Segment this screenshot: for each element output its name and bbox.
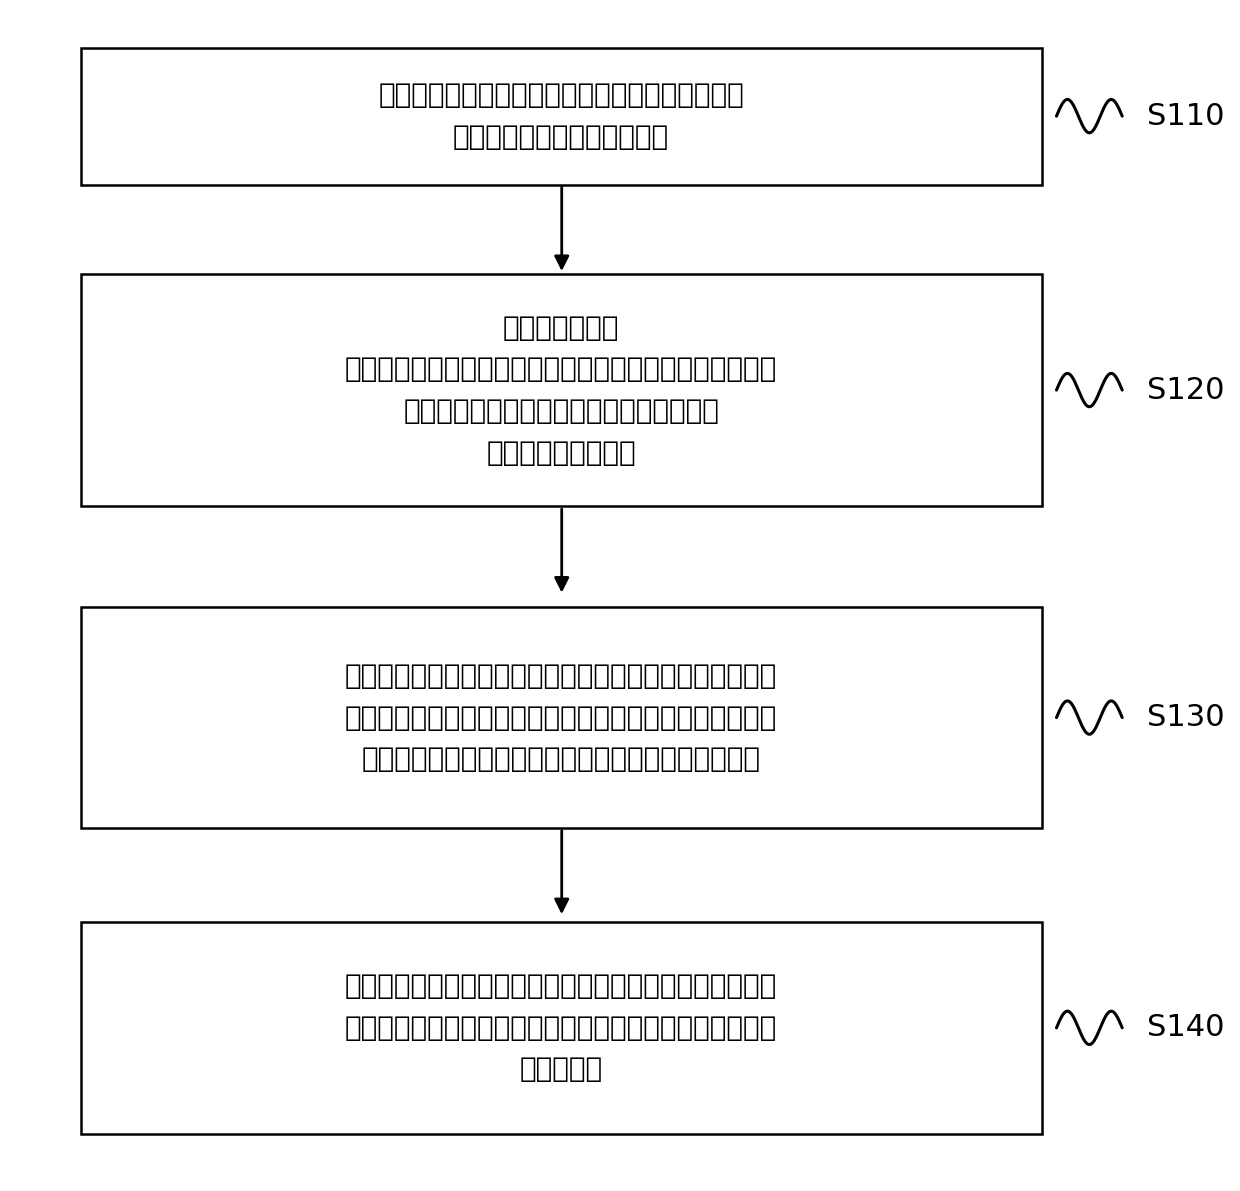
Bar (81, 922, 1042, 1134)
Text: S130: S130 (1147, 703, 1225, 732)
Text: 获取所述待评估: 获取所述待评估 (503, 313, 619, 342)
Text: 中子能谱内各个子能谱区间的注量，作为第一注量，以及获: 中子能谱内各个子能谱区间的注量，作为第一注量，以及获 (345, 355, 777, 384)
Bar (81, 607, 1042, 828)
Text: 注量，作为第二注量: 注量，作为第二注量 (486, 438, 636, 467)
Text: 数据，确定优势深度与治疗增益，以评估所述超热中子束流: 数据，确定优势深度与治疗增益，以评估所述超热中子束流 (345, 1014, 777, 1042)
Text: 通过所述第一曲线数据、所述第二曲线数据与所述第三曲线: 通过所述第一曲线数据、所述第二曲线数据与所述第三曲线 (345, 972, 777, 1000)
Text: 分别将所述第一注量代入第一深度剂量公式与第二深度剂量: 分别将所述第一注量代入第一深度剂量公式与第二深度剂量 (345, 662, 777, 690)
Bar (81, 48, 1042, 185)
Text: S140: S140 (1147, 1014, 1225, 1042)
Text: 公式，以获得第一曲线数据与第二曲线数据，以及，将所述: 公式，以获得第一曲线数据与第二曲线数据，以及，将所述 (345, 704, 777, 731)
Text: 第二注量代入第三深度剂量公式，以获得第三曲线数据: 第二注量代入第三深度剂量公式，以获得第三曲线数据 (362, 746, 760, 773)
Text: 的治疗效果: 的治疗效果 (520, 1055, 603, 1084)
Text: 取所述待评估光子能谱内各个子能谱区间的: 取所述待评估光子能谱内各个子能谱区间的 (403, 397, 719, 425)
Text: 光子能谱分成多个子能谱区间: 光子能谱分成多个子能谱区间 (453, 123, 670, 151)
Text: 分别将超热中子束流中的待评估中子能谱与待评估: 分别将超热中子束流中的待评估中子能谱与待评估 (378, 81, 744, 110)
Bar (81, 274, 1042, 506)
Text: S110: S110 (1147, 101, 1225, 131)
Text: S120: S120 (1147, 375, 1225, 405)
